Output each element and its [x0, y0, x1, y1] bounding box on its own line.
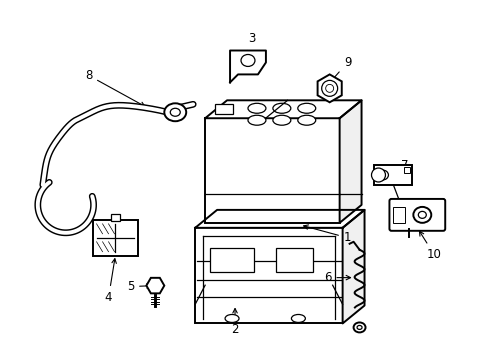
Bar — [404, 167, 409, 173]
Bar — [276, 248, 312, 272]
FancyBboxPatch shape — [388, 199, 444, 231]
Text: 6: 6 — [323, 271, 350, 284]
Ellipse shape — [356, 325, 361, 329]
Ellipse shape — [297, 115, 315, 125]
Text: 4: 4 — [104, 259, 116, 304]
Ellipse shape — [272, 103, 290, 113]
Text: 5: 5 — [126, 280, 151, 293]
Text: 1: 1 — [303, 225, 351, 244]
Bar — [374, 165, 411, 185]
Ellipse shape — [291, 315, 305, 323]
Ellipse shape — [412, 207, 430, 223]
Bar — [195, 228, 342, 323]
Bar — [110, 214, 120, 221]
Polygon shape — [339, 100, 361, 223]
Text: 10: 10 — [419, 231, 441, 261]
Ellipse shape — [321, 80, 337, 96]
Ellipse shape — [272, 115, 290, 125]
Ellipse shape — [353, 323, 365, 332]
Ellipse shape — [241, 54, 254, 67]
Bar — [205, 118, 339, 223]
Ellipse shape — [170, 108, 180, 116]
Ellipse shape — [297, 103, 315, 113]
Polygon shape — [229, 50, 265, 82]
Ellipse shape — [247, 115, 265, 125]
Ellipse shape — [224, 315, 239, 323]
Polygon shape — [205, 100, 361, 118]
Bar — [215, 104, 233, 114]
Text: 7: 7 — [376, 158, 407, 175]
Text: 8: 8 — [85, 69, 144, 106]
Text: 2: 2 — [231, 309, 238, 336]
Polygon shape — [195, 210, 364, 228]
Bar — [92, 220, 138, 256]
Ellipse shape — [325, 84, 333, 92]
Ellipse shape — [417, 211, 426, 219]
Ellipse shape — [376, 170, 387, 180]
Ellipse shape — [247, 103, 265, 113]
Text: 3: 3 — [241, 32, 255, 67]
Ellipse shape — [371, 168, 385, 182]
Polygon shape — [342, 210, 364, 323]
Bar — [393, 207, 405, 223]
Text: 9: 9 — [326, 56, 351, 85]
Bar — [210, 248, 254, 272]
Ellipse shape — [164, 103, 186, 121]
